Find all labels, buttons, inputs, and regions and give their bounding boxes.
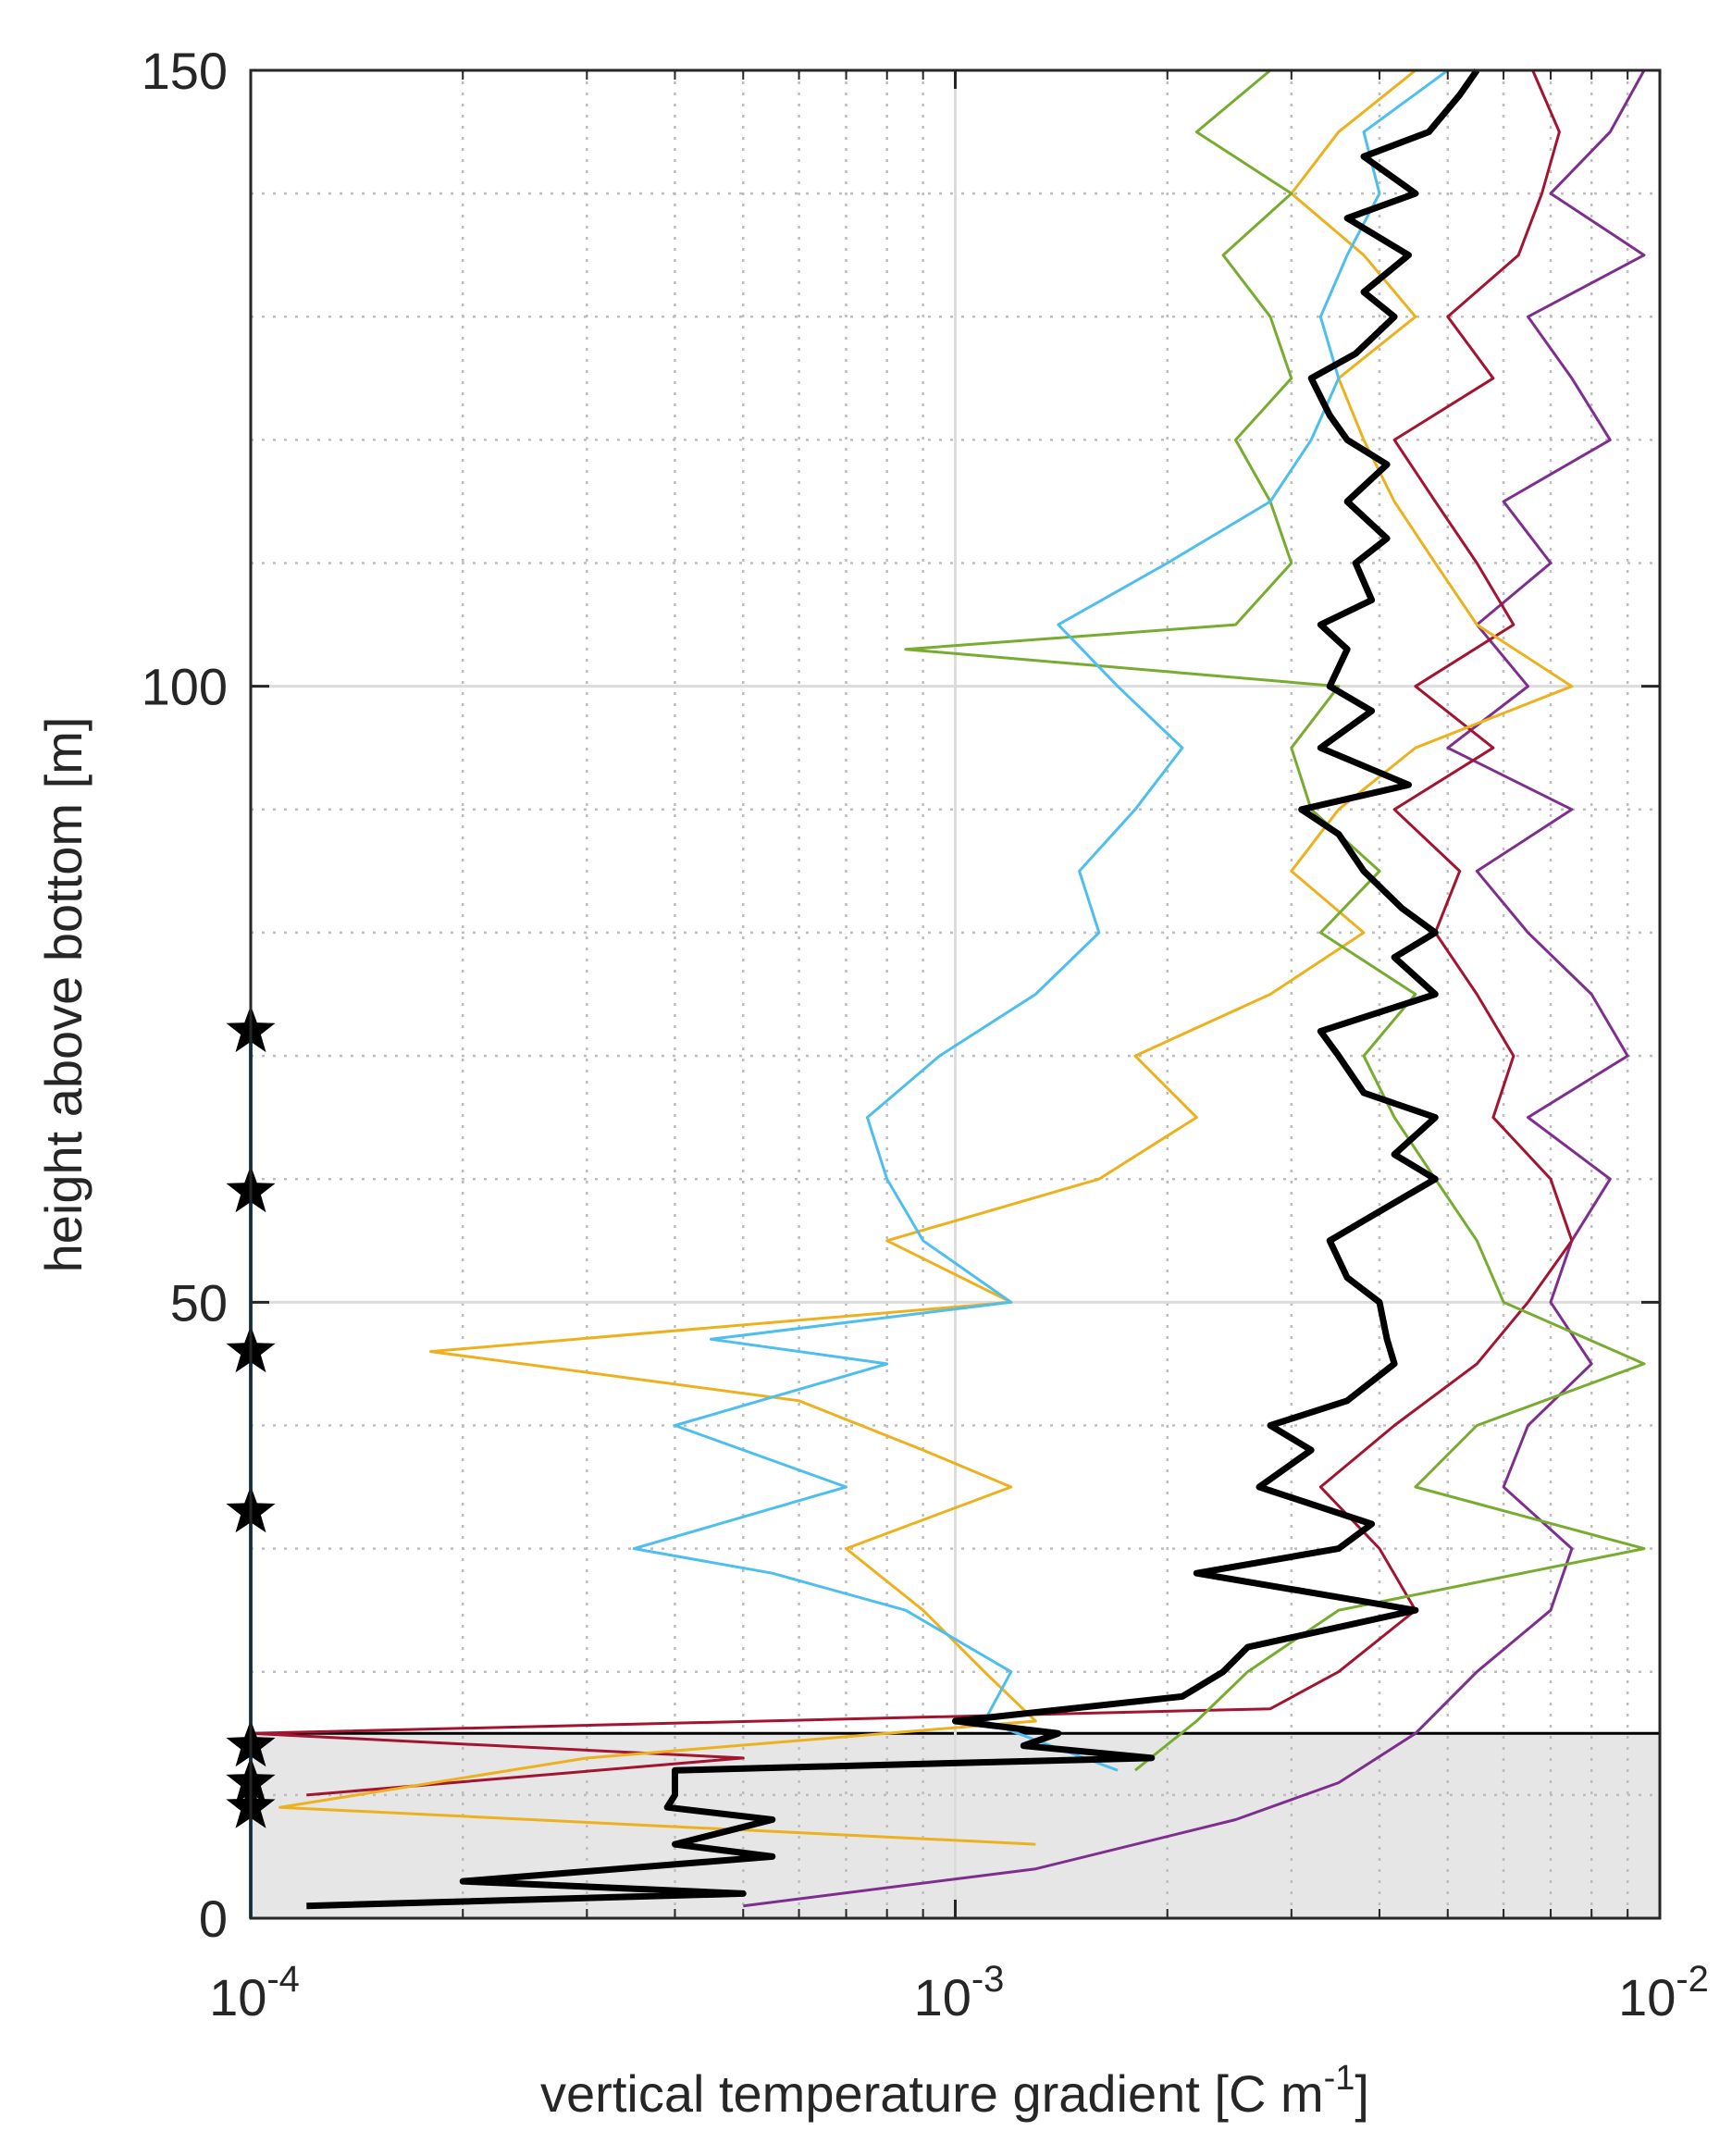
x-tick-label-exponent: -3 <box>971 1959 1005 2000</box>
y-tick-labels: 0 50 100 150 <box>142 42 228 1948</box>
y-tick-label: 50 <box>170 1273 228 1332</box>
y-tick-label: 100 <box>142 658 228 716</box>
series-line-profile-purple <box>743 69 1646 1908</box>
y-tick-label: 150 <box>142 42 228 100</box>
tick-layer <box>249 68 1662 1920</box>
x-axis-label-superscript: -1 <box>1324 2059 1355 2098</box>
y-axis-label: height above bottom [m] <box>34 717 93 1273</box>
x-tick-label-exponent: -2 <box>1676 1959 1709 2000</box>
x-tick-label-base: 10 <box>209 1968 266 2026</box>
series-line-profile-mean <box>306 68 1480 1910</box>
x-tick-label: 10-3 <box>914 1959 1005 2026</box>
x-axis-label-end: ] <box>1355 2064 1369 2123</box>
series-line-profile-cyan <box>632 68 1449 1772</box>
series-line-profile-yellow <box>278 68 1574 1846</box>
series-line-profile-green <box>904 68 1646 1772</box>
x-axis-label: vertical temperature gradient [C m-1] <box>540 2059 1369 2123</box>
x-tick-label: 10-2 <box>1618 1959 1709 2026</box>
x-tick-label-base: 10 <box>914 1968 971 2026</box>
x-axis-label-main: vertical temperature gradient [C m <box>540 2064 1324 2123</box>
x-tick-label-exponent: -4 <box>266 1959 300 2000</box>
series-layer <box>249 68 1646 1910</box>
y-tick-label: 0 <box>199 1890 228 1948</box>
x-tick-label-base: 10 <box>1618 1968 1676 2026</box>
x-tick-labels: 10-4 10-3 10-2 <box>209 1959 1709 2026</box>
x-tick-label: 10-4 <box>209 1959 300 2026</box>
